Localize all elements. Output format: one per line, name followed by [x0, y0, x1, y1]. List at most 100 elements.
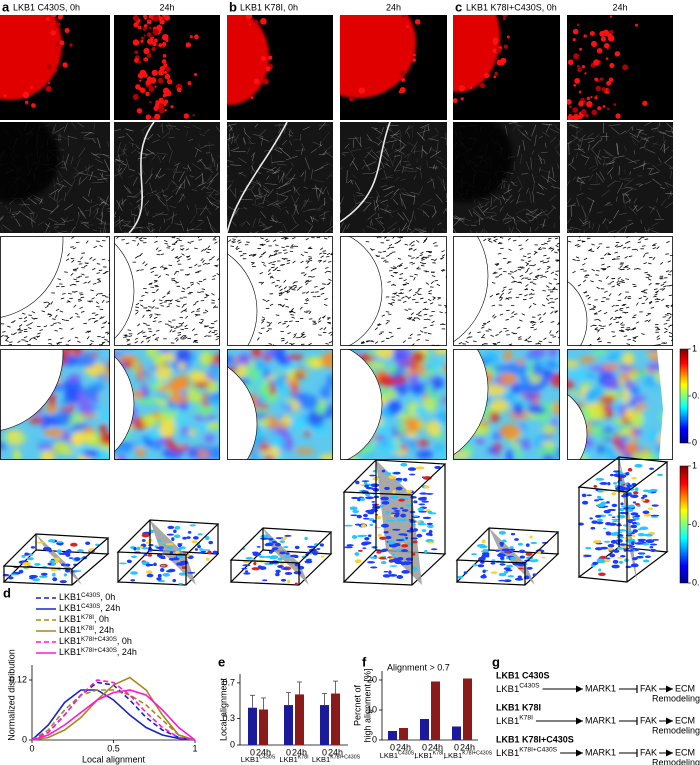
volume-render: [118, 520, 218, 585]
heat-blob: [155, 366, 172, 380]
fiber-blob: [243, 572, 250, 574]
orientation-dash: [618, 300, 621, 301]
fiber-blob: [650, 549, 657, 552]
heat-blob: [521, 442, 531, 450]
fiber-blob: [262, 579, 267, 581]
heat-blob: [397, 414, 409, 420]
fiber-blob: [418, 503, 425, 505]
heat-blob: [249, 361, 255, 367]
cell: [153, 106, 158, 111]
fiber-blob: [158, 539, 161, 542]
fiber-blob: [187, 572, 195, 574]
column-label: 24h: [159, 2, 174, 12]
heat-blob: [593, 432, 615, 438]
heat-blob: [519, 375, 530, 382]
distribution-line: [32, 683, 195, 741]
fiber-blob: [413, 500, 417, 503]
fiber-blob: [165, 543, 173, 545]
fiber-blob: [378, 534, 382, 537]
fiber-blob: [133, 547, 136, 551]
cell: [163, 63, 167, 67]
fiber-blob: [413, 541, 418, 544]
fiber-blob: [376, 551, 381, 554]
fiber-blob: [646, 539, 655, 543]
cell: [146, 80, 151, 85]
fiber-blob: [625, 539, 631, 542]
cell: [134, 50, 138, 54]
fiber-blob: [142, 534, 150, 538]
cell: [401, 13, 406, 18]
heat-blob: [414, 407, 430, 414]
cell: [406, 25, 409, 28]
heat-blob: [585, 373, 597, 379]
cell: [35, 0, 38, 1]
fiber-blob: [358, 550, 363, 552]
group-label: LKB1K78I: [279, 755, 308, 764]
fiber-blob: [526, 543, 530, 546]
heat-blob: [210, 392, 224, 399]
cell: [401, 78, 405, 82]
heat-blob: [319, 454, 339, 463]
cell: [566, 99, 572, 105]
fiber-blob: [58, 553, 67, 555]
fiber-blob: [367, 561, 375, 563]
heat-blob: [190, 446, 211, 451]
heat-blob: [395, 361, 411, 369]
cell: [46, 17, 50, 21]
fiber-blob: [64, 573, 67, 576]
fiber-blob: [167, 526, 174, 529]
heat-blob: [320, 385, 331, 400]
orientation-dash: [110, 261, 112, 264]
fiber-blob: [131, 555, 137, 558]
cell: [504, 44, 508, 48]
fiber-blob: [161, 565, 166, 567]
cell: [494, 72, 498, 76]
fiber-blob: [597, 519, 603, 522]
heat-blob: [285, 398, 296, 403]
heat-blob: [68, 374, 81, 383]
orientation-dash: [645, 239, 648, 240]
heat-blob: [388, 399, 401, 414]
fiber-blob: [65, 564, 70, 567]
orientation-dash: [503, 271, 506, 272]
bar: [431, 682, 440, 741]
fiber-blob: [8, 576, 14, 579]
legend-label-part: K78I: [81, 625, 94, 632]
cell: [177, 88, 182, 93]
fiber-blob: [627, 508, 633, 512]
orientation-dash: [404, 234, 407, 236]
heat-blob: [485, 352, 498, 364]
cell: [615, 113, 620, 118]
fiber-blob: [368, 534, 372, 537]
cell: [615, 51, 621, 57]
fiber-blob: [394, 510, 401, 512]
fiber-blob: [127, 560, 132, 564]
heat-blob: [500, 373, 517, 385]
heat-blob: [559, 361, 579, 368]
orientation-dash: [378, 252, 381, 253]
fiber-blob: [398, 533, 407, 535]
fiber-blob: [321, 555, 325, 557]
fiber-blob: [361, 524, 367, 527]
cell: [184, 113, 189, 118]
cell: [493, 75, 496, 78]
bar: [420, 719, 429, 740]
fiber-blob: [290, 555, 298, 558]
orientation-dash: [665, 315, 668, 316]
fiber-blob: [146, 563, 151, 566]
fiber-blob: [144, 554, 148, 556]
cell: [406, 3, 408, 5]
y-axis-label: Normalized distribution: [6, 649, 16, 741]
fiber-blob: [527, 567, 533, 570]
fiber-blob: [597, 503, 604, 507]
fiber-blob: [495, 550, 499, 552]
fiber-blob: [198, 533, 203, 535]
fiber-blob: [160, 568, 165, 572]
heat-blob: [266, 347, 275, 358]
fiber-blob: [29, 554, 33, 556]
heat-blob: [542, 425, 556, 435]
fiber-blob: [174, 534, 181, 538]
fiber-blob: [612, 504, 618, 507]
fiber-blob: [604, 510, 611, 514]
fiber-blob: [245, 570, 248, 572]
